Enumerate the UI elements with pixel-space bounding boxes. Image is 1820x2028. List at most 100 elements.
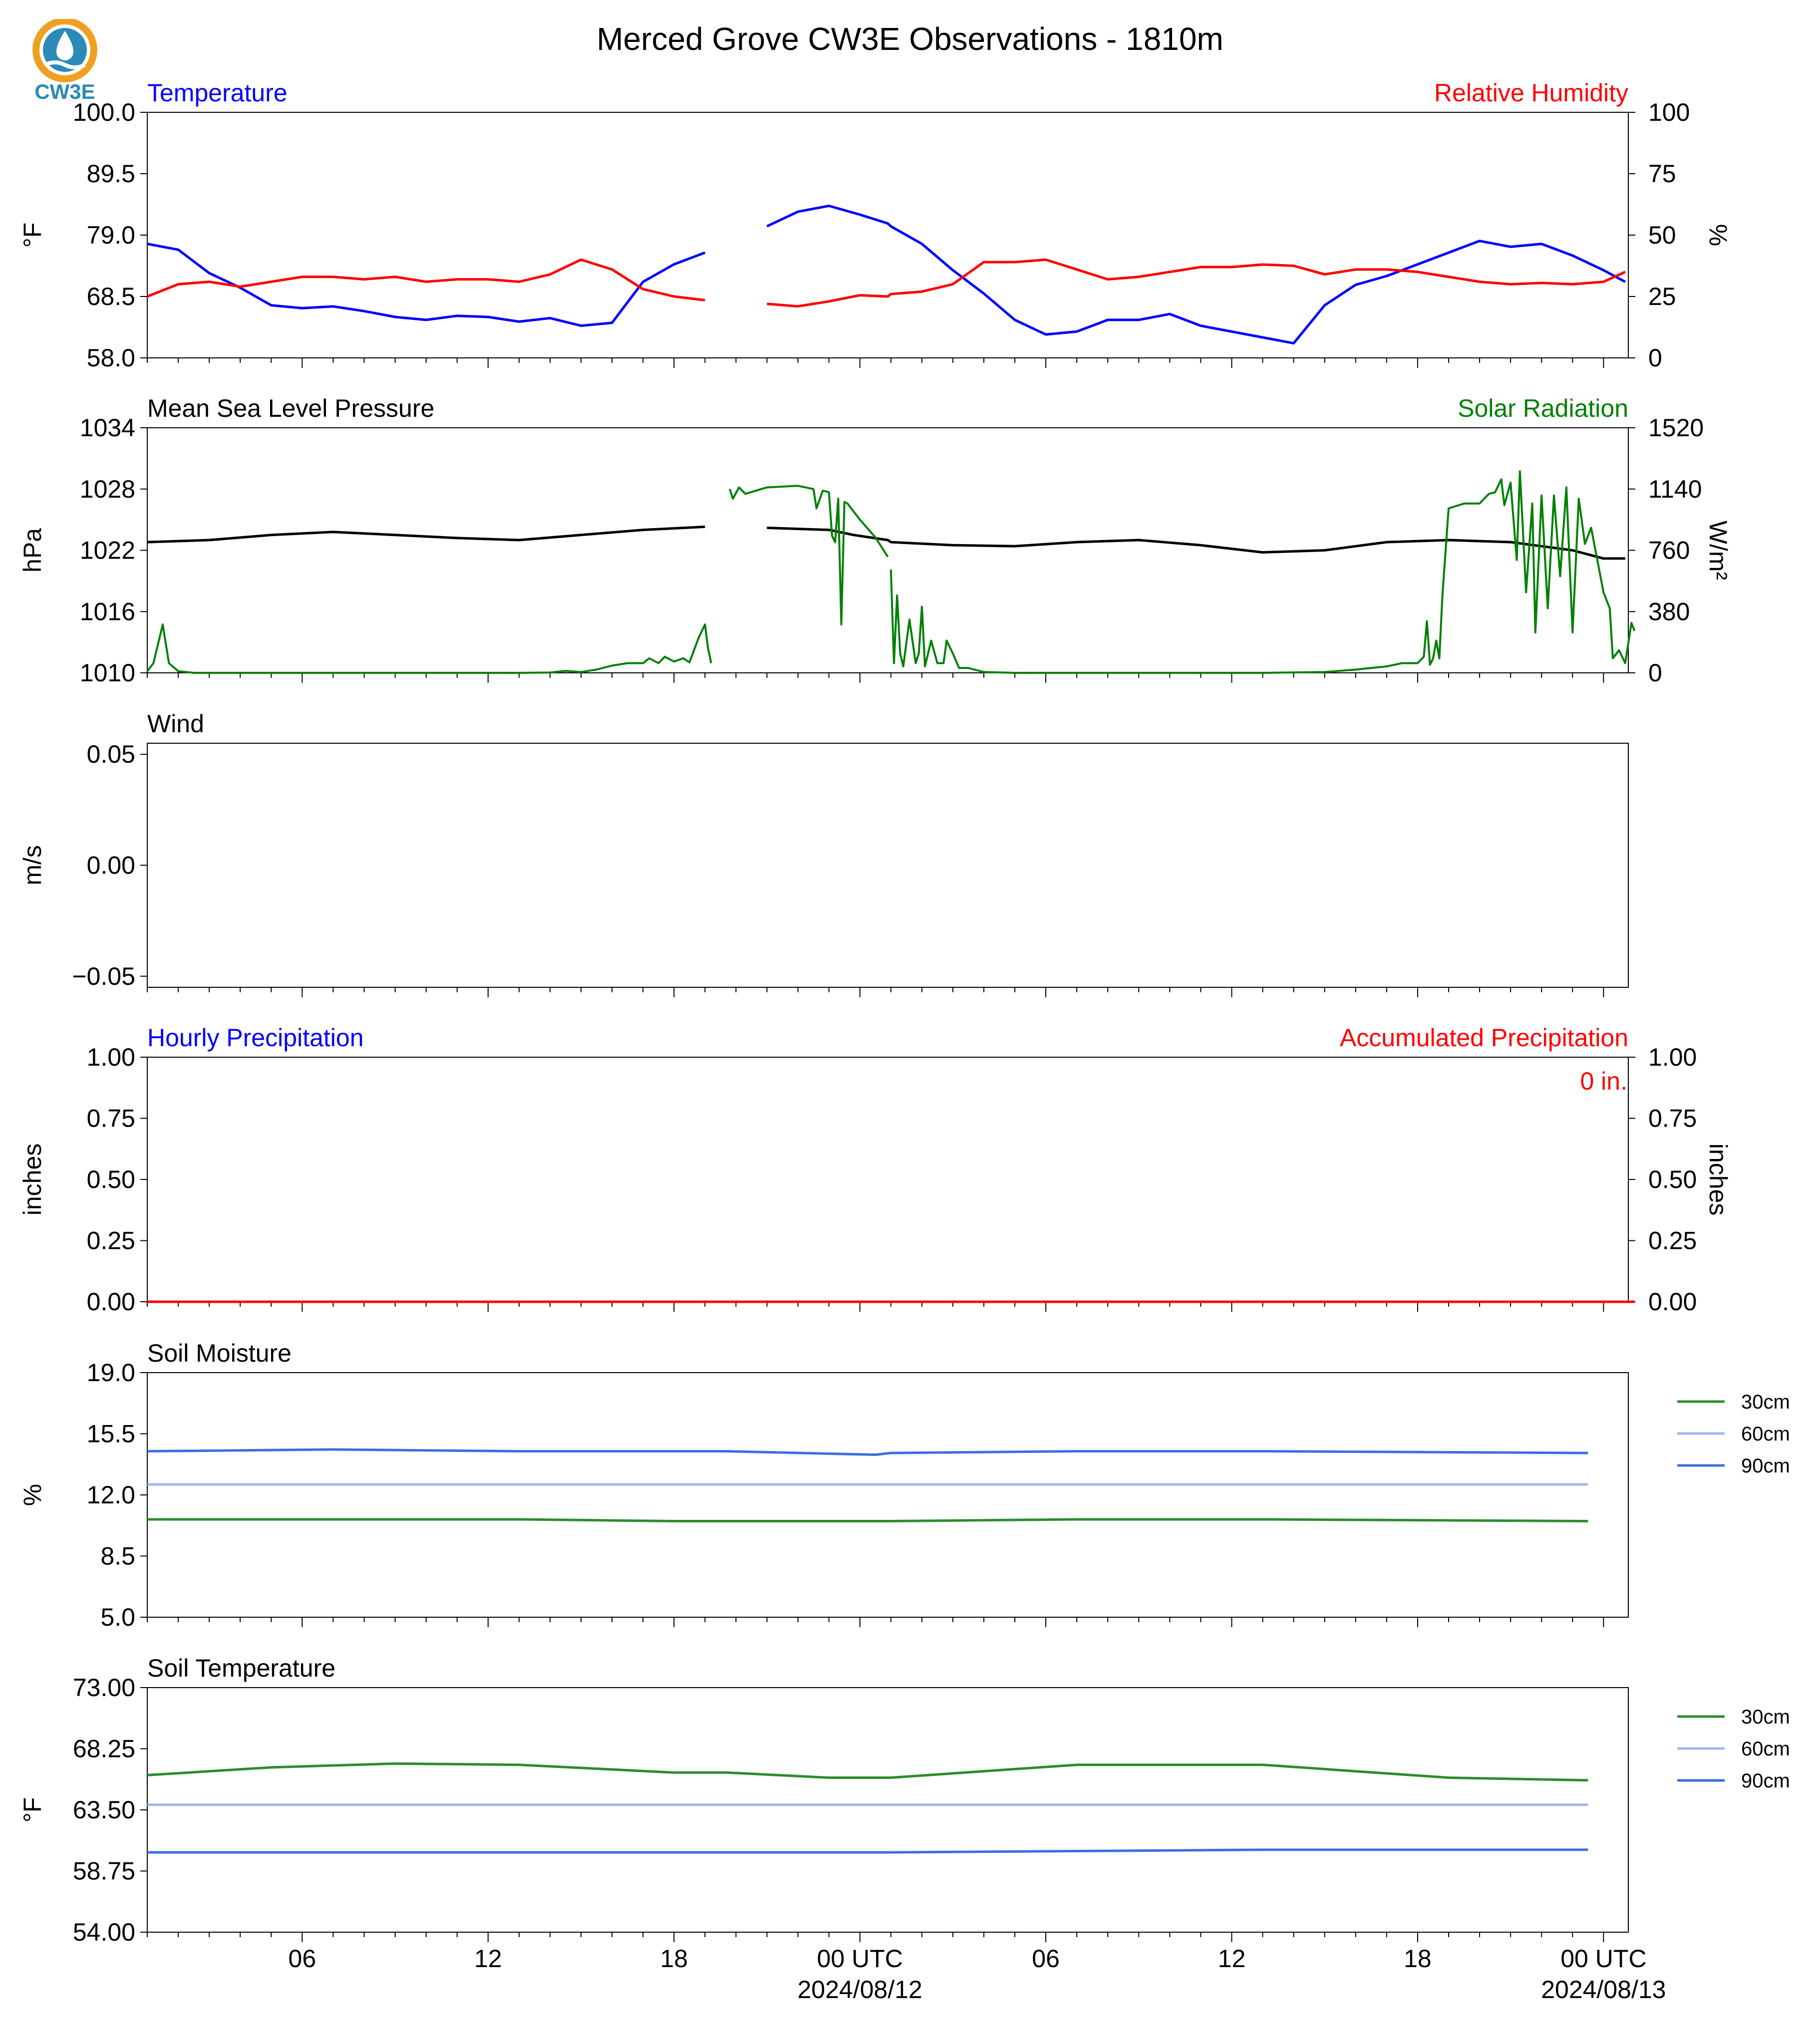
y-tick-label-right: 25	[1648, 283, 1676, 310]
y-axis-label-right: inches	[1704, 1144, 1732, 1216]
y-tick-label: 19.0	[87, 1359, 135, 1387]
logo-text: CW3E	[34, 80, 95, 103]
y-tick-label: 79.0	[87, 221, 135, 249]
panel-precip: Hourly Precipitation Accumulated Precipit…	[18, 1024, 1732, 1316]
y-tick-label-right: 1520	[1648, 414, 1704, 442]
logo-ring	[32, 17, 97, 82]
panel-pres: Mean Sea Level Pressure Solar Radiation 10…	[18, 394, 1732, 687]
panel-title-left: Hourly Precipitation	[147, 1024, 364, 1052]
y-tick-label: 58.0	[87, 344, 135, 372]
x-tick-label: 18	[1404, 1945, 1432, 1973]
x-date-label: 2024/08/13	[1541, 1976, 1666, 2004]
logo-drop-icon	[56, 31, 73, 60]
x-tick-label: 00 UTC	[817, 1945, 903, 1973]
y-tick-label-right: 100	[1648, 98, 1690, 126]
legend-label: 60cm	[1741, 1738, 1790, 1760]
panel-wind: Wind −0.05 0.00 0.05 m/s	[18, 710, 1629, 997]
y-tick-label-right: 0.25	[1648, 1227, 1697, 1255]
y-tick-label-right: 0.00	[1648, 1288, 1697, 1316]
accumulated-total-label: 0 in.	[1580, 1067, 1627, 1095]
plot-frame	[147, 1687, 1629, 1933]
x-axis-labels: 06 12 18 00 UTC 06 12 18 00 UTC 2024/08/12 2024/0…	[289, 1945, 1666, 2004]
y-axis-label: %	[18, 1484, 46, 1506]
series-line-mean-sea-level-pressure	[147, 525, 1625, 560]
plot-frame	[147, 1372, 1629, 1618]
y-tick-label: 1022	[80, 537, 135, 565]
panel-soilm: Soil Moisture 5.0 8.5 12.0 15.5 19.0% 30cm 60cm…	[18, 1339, 1790, 1631]
panel-title-right: Accumulated Precipitation	[1340, 1024, 1628, 1052]
series-line-90cm	[147, 1850, 1634, 1852]
y-tick-label: 5.0	[100, 1603, 135, 1631]
y-axis-label: °F	[18, 1797, 46, 1823]
y-tick-label: 73.00	[73, 1674, 135, 1702]
panel-title-left: Wind	[147, 710, 204, 738]
cw3e-logo-graphic: CW3E	[32, 17, 97, 103]
x-date-label: 2024/08/12	[798, 1976, 922, 2004]
plot-frame	[147, 112, 1629, 358]
y-axis-label: °F	[18, 223, 46, 248]
series-line-relative-humidity	[147, 258, 1626, 308]
y-axis-label: m/s	[18, 845, 46, 885]
legend-label: 90cm	[1741, 1455, 1790, 1477]
series-line-solar-radiation	[146, 470, 1636, 674]
panel-title-left: Temperature	[147, 79, 288, 107]
panel-temp: Temperature Relative Humidity 58.0 68.5 79.0…	[18, 79, 1732, 372]
y-tick-label: 0.50	[87, 1165, 135, 1193]
y-tick-label: 68.5	[87, 283, 135, 310]
y-tick-label: 54.00	[73, 1918, 135, 1946]
series-line-30cm	[147, 1519, 1634, 1521]
y-tick-label: 100.0	[73, 98, 135, 126]
y-axis-label: hPa	[18, 528, 46, 573]
legend-label: 90cm	[1741, 1770, 1790, 1792]
y-tick-label: 1016	[80, 597, 135, 625]
y-tick-label-right: 1.00	[1648, 1043, 1697, 1071]
y-tick-label: 63.50	[73, 1796, 135, 1824]
series-line-30cm	[147, 1763, 1634, 1780]
y-tick-label: 1028	[80, 475, 135, 503]
y-tick-label-right: 50	[1648, 221, 1676, 249]
y-axis-label-right: %	[1704, 224, 1732, 246]
plot-frame	[147, 743, 1629, 988]
y-axis-label: inches	[18, 1144, 46, 1216]
x-tick-label: 06	[1032, 1945, 1060, 1973]
x-tick-label: 12	[474, 1945, 502, 1973]
y-tick-label: 1034	[80, 414, 135, 442]
panel-title-right: Relative Humidity	[1434, 79, 1628, 107]
panel-title-left: Mean Sea Level Pressure	[147, 394, 434, 422]
y-tick-label: 0.25	[87, 1227, 135, 1255]
y-tick-label: 0.00	[87, 852, 135, 879]
plot-frame	[147, 427, 1629, 673]
y-tick-label-right: 0	[1648, 344, 1662, 372]
y-tick-label: 0.75	[87, 1105, 135, 1133]
logo-wave-icon	[44, 60, 86, 69]
y-tick-label: −0.05	[72, 962, 135, 990]
y-tick-label: 15.5	[87, 1420, 135, 1448]
series-line-90cm	[147, 1449, 1634, 1455]
x-tick-label: 12	[1218, 1945, 1246, 1973]
figure-title: Merced Grove CW3E Observations - 1810m	[597, 21, 1223, 57]
y-tick-label: 58.75	[73, 1857, 135, 1885]
panel-soilt: Soil Temperature 54.00 58.75 63.50 68.25 73.0…	[18, 1654, 1790, 1946]
x-tick-label: 18	[660, 1945, 688, 1973]
y-tick-label-right: 0.75	[1648, 1105, 1697, 1133]
panel-title-left: Soil Moisture	[147, 1339, 292, 1367]
legend-label: 30cm	[1741, 1706, 1790, 1728]
legend-label: 30cm	[1741, 1391, 1790, 1413]
y-tick-label-right: 0.50	[1648, 1165, 1697, 1193]
plot-frame	[147, 1057, 1629, 1302]
y-tick-label-right: 380	[1648, 597, 1690, 625]
y-tick-label: 0.00	[87, 1288, 135, 1316]
y-tick-label-right: 1140	[1648, 475, 1702, 503]
y-tick-label-right: 0	[1648, 659, 1662, 687]
y-tick-label: 1.00	[87, 1043, 135, 1071]
y-tick-label: 12.0	[87, 1481, 135, 1509]
y-tick-label-right: 760	[1648, 537, 1690, 565]
y-tick-label: 68.25	[73, 1735, 135, 1763]
y-tick-label: 8.5	[100, 1542, 135, 1570]
cw3e-logo: CW3E	[27, 17, 102, 104]
y-tick-label: 1010	[80, 659, 135, 687]
panel-title-left: Soil Temperature	[147, 1654, 335, 1682]
y-tick-label: 0.05	[87, 740, 135, 768]
y-tick-label: 89.5	[87, 160, 135, 188]
